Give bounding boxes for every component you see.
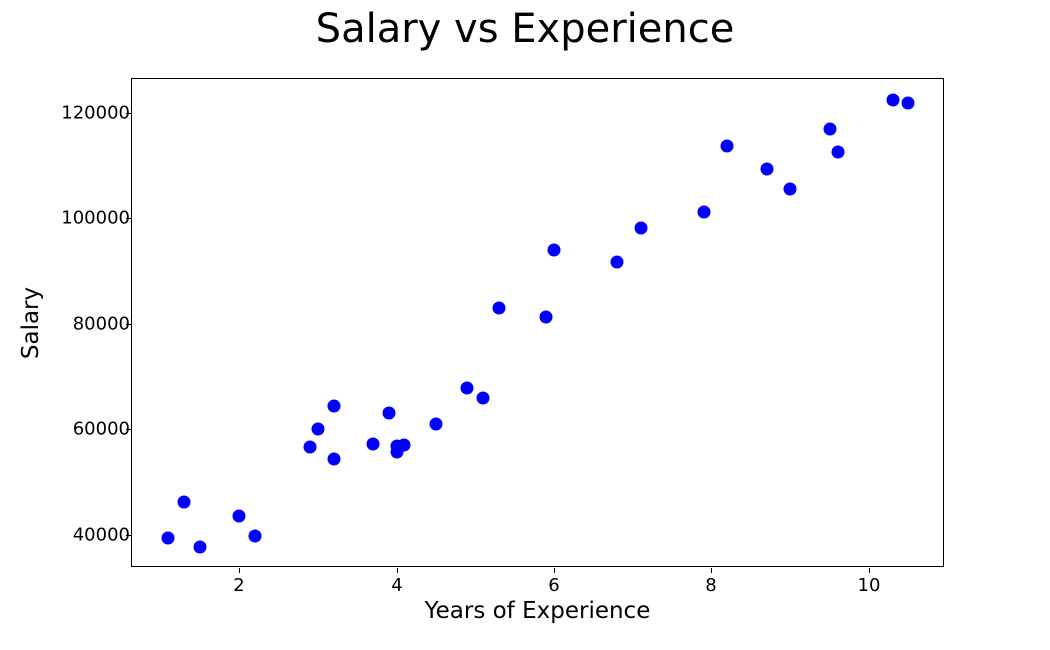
- y-axis-label: Salary: [18, 286, 44, 360]
- data-point: [397, 438, 411, 452]
- y-tick-label: 80000: [72, 313, 130, 335]
- data-point: [161, 531, 175, 545]
- x-tick-mark: [239, 568, 240, 573]
- x-tick-mark: [711, 568, 712, 573]
- x-tick-mark: [554, 568, 555, 573]
- y-tick-mark: [126, 218, 131, 219]
- data-point: [610, 255, 624, 269]
- x-tick-mark: [397, 568, 398, 573]
- y-tick-mark: [126, 113, 131, 114]
- y-tick-mark: [126, 535, 131, 536]
- x-tick-label: 6: [548, 575, 560, 596]
- y-tick-mark: [126, 324, 131, 325]
- y-tick-label: 100000: [61, 207, 130, 229]
- data-point: [429, 417, 443, 431]
- data-point: [248, 529, 262, 543]
- data-point: [760, 162, 774, 176]
- data-point: [720, 139, 734, 153]
- plot-area: [131, 78, 944, 567]
- y-tick-label: 120000: [61, 102, 130, 124]
- data-point: [539, 310, 553, 324]
- x-axis-label: Years of Experience: [424, 598, 651, 624]
- data-point: [366, 437, 380, 451]
- y-tick-label: 40000: [72, 524, 130, 546]
- data-point: [634, 221, 648, 235]
- x-tick-label: 8: [705, 575, 717, 596]
- data-point: [823, 122, 837, 136]
- x-tick-mark: [869, 568, 870, 573]
- x-tick-label: 4: [391, 575, 403, 596]
- data-point: [783, 182, 797, 196]
- data-point: [697, 205, 711, 219]
- data-point: [327, 452, 340, 466]
- data-point: [831, 145, 844, 159]
- x-tick-label: 2: [233, 575, 245, 596]
- x-tick-label: 10: [857, 575, 881, 596]
- data-point: [547, 243, 561, 257]
- data-point: [193, 540, 207, 554]
- data-point: [382, 406, 396, 420]
- y-tick-mark: [126, 429, 131, 430]
- data-point: [311, 422, 325, 436]
- data-point: [327, 399, 340, 413]
- data-point: [492, 301, 506, 315]
- data-point: [303, 440, 317, 454]
- data-point: [177, 495, 191, 509]
- data-point: [901, 96, 915, 110]
- data-point: [232, 509, 246, 523]
- chart-title: Salary vs Experience: [315, 6, 735, 52]
- data-point: [886, 93, 900, 107]
- data-point: [460, 381, 474, 395]
- data-point: [476, 391, 490, 405]
- y-tick-label: 60000: [72, 418, 130, 440]
